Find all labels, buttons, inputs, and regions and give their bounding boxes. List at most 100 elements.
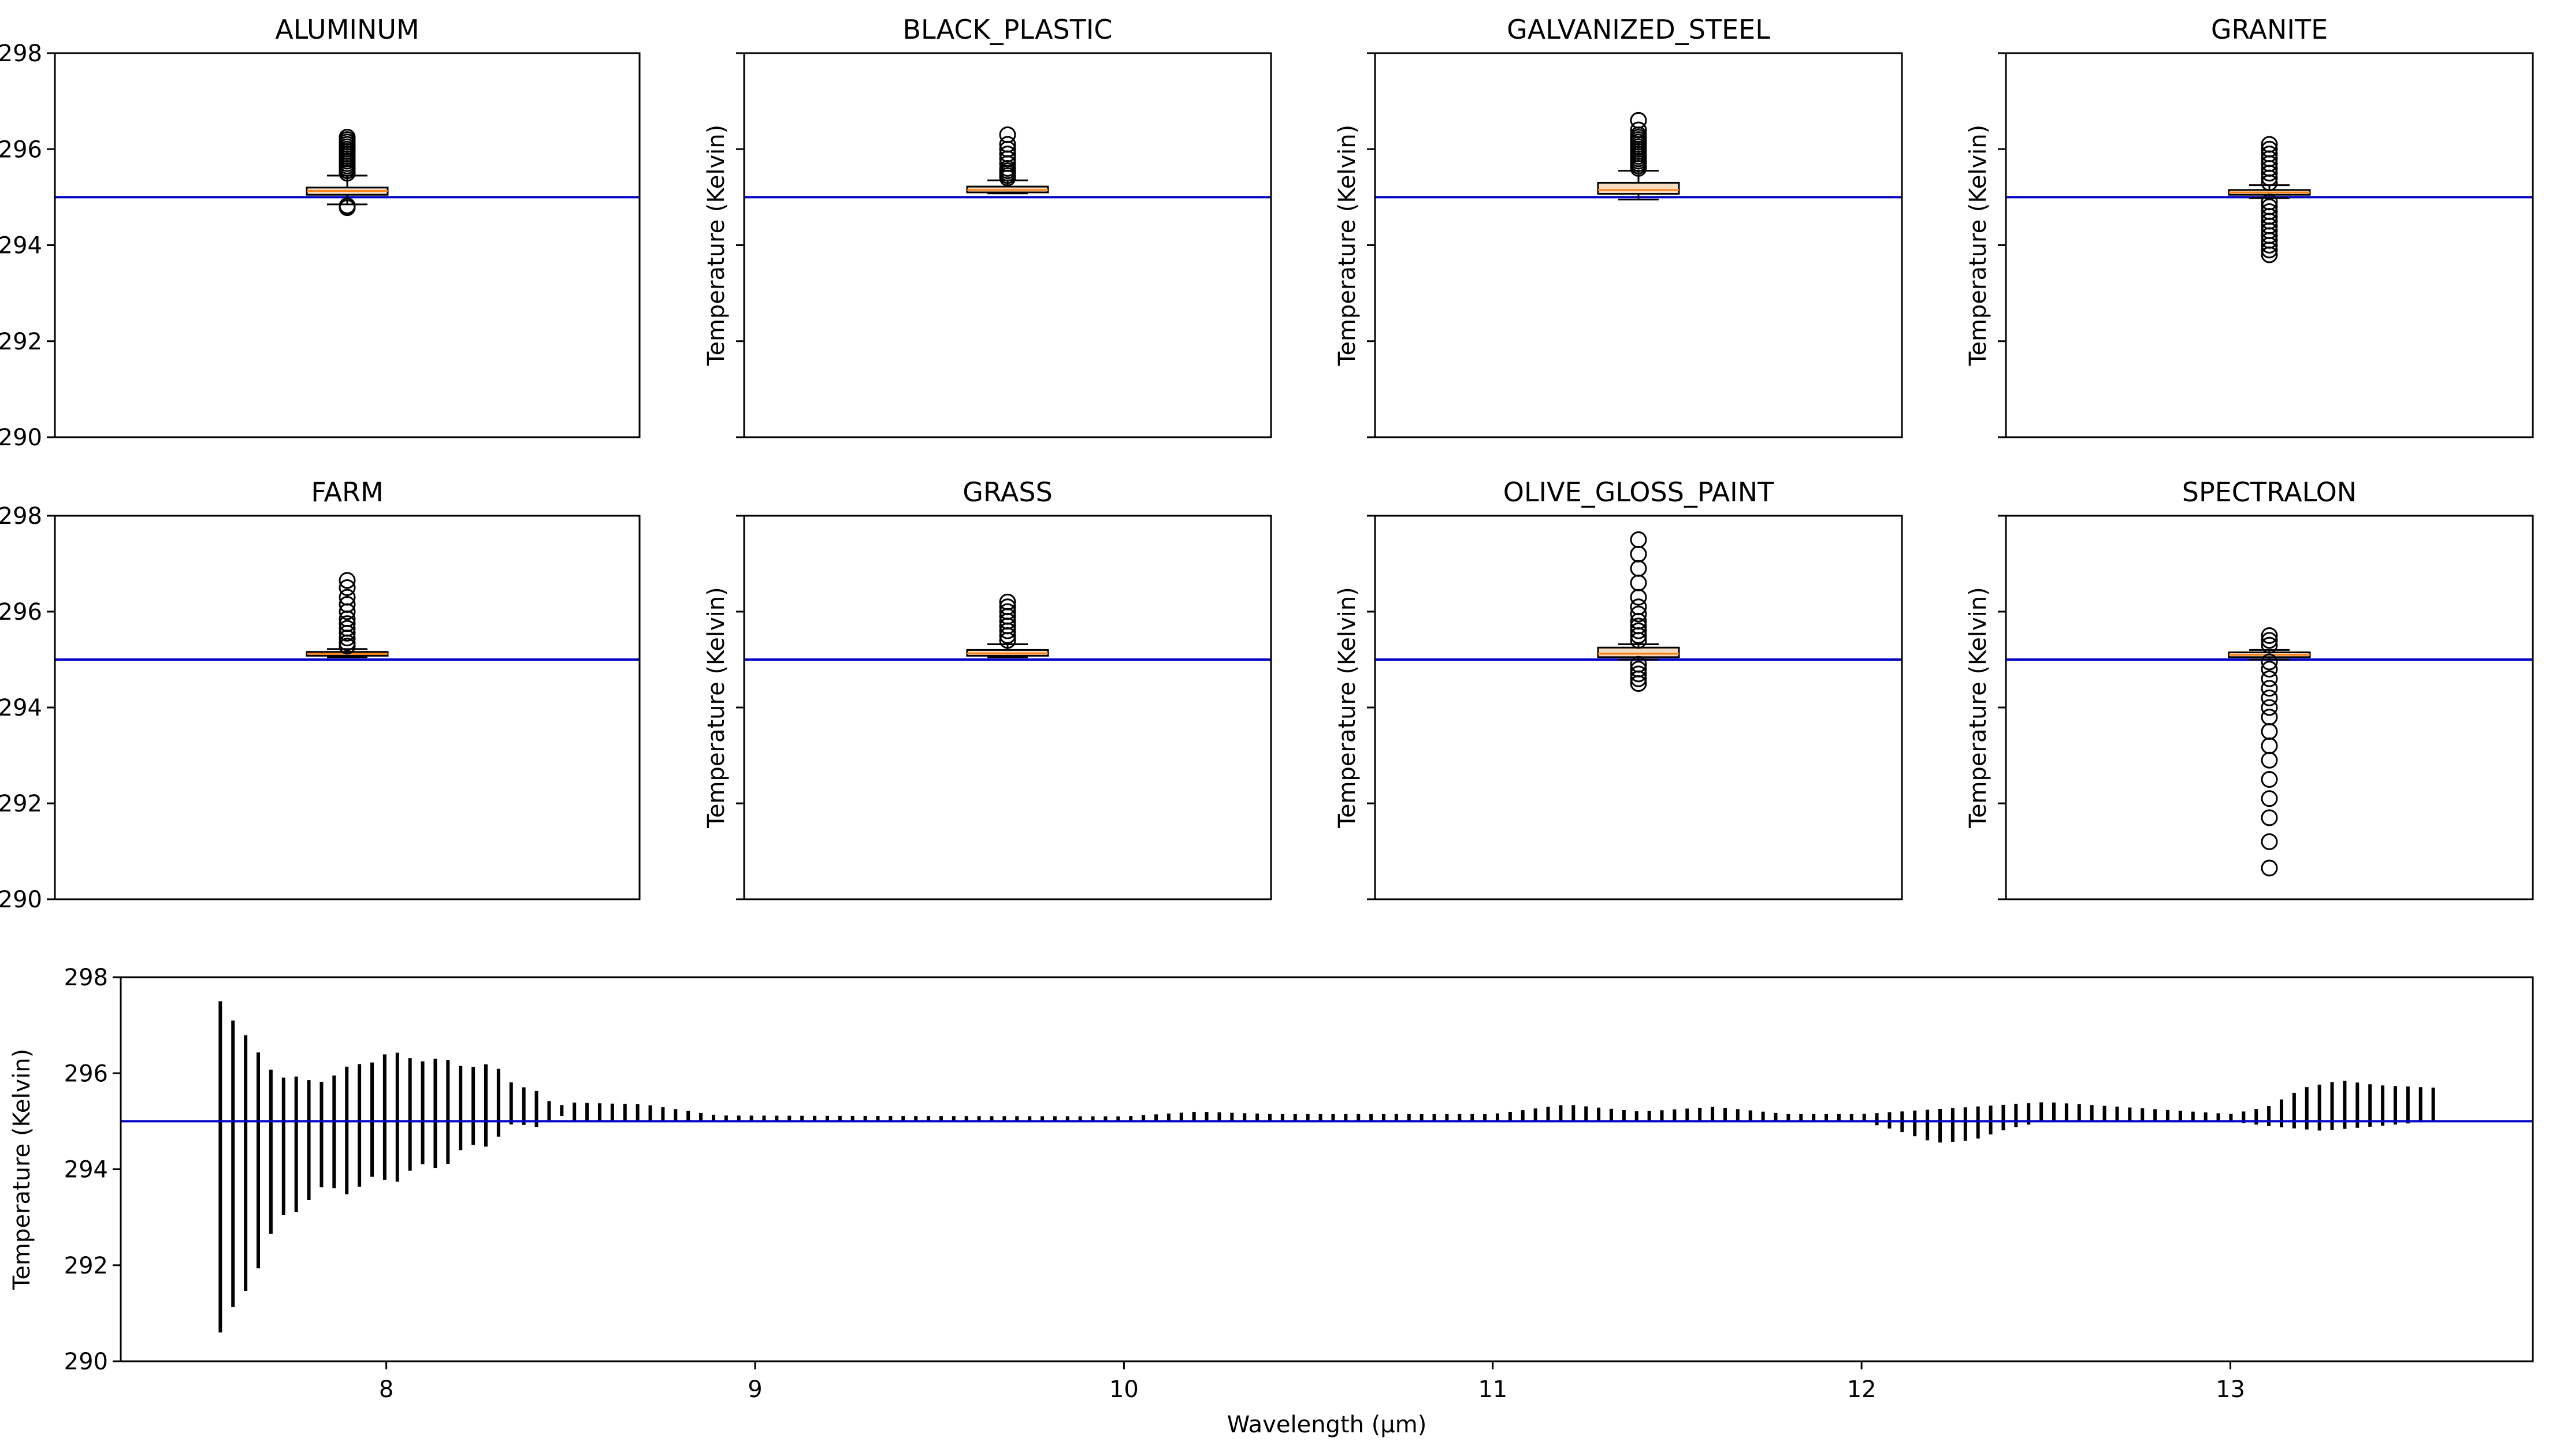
y-tick-label: 290 <box>0 887 42 913</box>
x-tick-label: 11 <box>1478 1376 1507 1403</box>
y-axis-label: Temperature (Kelvin) <box>9 1049 35 1290</box>
y-axis-label: Temperature (Kelvin) <box>1334 587 1361 828</box>
outlier-point <box>339 579 356 596</box>
panel-galvanized-steel: Temperature (Kelvin) GALVANIZED_STEEL <box>1334 14 1903 438</box>
panel-granite: Temperature (Kelvin) GRANITE <box>1965 14 2534 438</box>
panel-title: GRASS <box>963 476 1053 508</box>
outlier-point <box>1630 121 1647 139</box>
outlier-point <box>2261 636 2278 654</box>
panel-frame <box>1374 52 1903 438</box>
outlier-point <box>339 615 356 632</box>
panel-frame <box>743 52 1272 438</box>
outlier-point <box>2261 198 2278 215</box>
outlier-point <box>999 136 1016 153</box>
panel-wavelength: 290 292 294 296 298 8 9 10 11 12 13 Temperature (Ke… <box>9 965 2534 1438</box>
y-tick-label: 292 <box>64 1253 108 1279</box>
panel-frame <box>54 52 641 438</box>
panel-title: BLACK_PLASTIC <box>902 14 1112 45</box>
panel-frame <box>1374 515 1903 900</box>
outlier-point <box>999 603 1016 620</box>
outlier-point <box>1630 605 1647 623</box>
outlier-point <box>2261 689 2278 706</box>
outlier-point <box>2261 790 2278 807</box>
outlier-point <box>999 593 1016 610</box>
outlier-point <box>2261 699 2278 716</box>
panel-frame <box>2005 515 2534 900</box>
panel-farm: 290292294296298Temperature (Kelvin)FARM <box>0 476 641 913</box>
y-tick-label: 296 <box>0 136 42 163</box>
panel-frame <box>2005 52 2534 438</box>
panel-frame <box>743 515 1272 900</box>
panel-title: GRANITE <box>2211 14 2328 45</box>
panel-frame <box>120 976 2534 1362</box>
outlier-point <box>1630 111 1647 129</box>
y-tick-label: 294 <box>0 695 42 721</box>
outlier-point <box>339 596 356 613</box>
x-axis-label: Wavelength (μm) <box>1227 1412 1427 1438</box>
outlier-point <box>2261 680 2278 697</box>
y-tick-label: 294 <box>0 233 42 259</box>
outlier-point <box>2261 709 2278 726</box>
outlier-point <box>999 126 1016 143</box>
outlier-point <box>339 572 356 589</box>
y-tick-label: 296 <box>0 599 42 625</box>
box-iqr <box>1597 181 1680 195</box>
outlier-point <box>1630 622 1647 639</box>
y-axis-label: Temperature (Kelvin) <box>1965 125 1991 366</box>
outlier-point <box>2261 627 2278 644</box>
y-tick-label: 298 <box>0 40 42 67</box>
y-tick-label: 292 <box>0 791 42 817</box>
outlier-point <box>1630 665 1647 683</box>
outlier-point <box>339 128 356 146</box>
outlier-point <box>2261 146 2278 163</box>
outlier-point <box>2261 136 2278 153</box>
outlier-point <box>1630 531 1647 548</box>
panel-frame <box>54 515 641 900</box>
panel-title: OLIVE_GLOSS_PAINT <box>1503 476 1774 508</box>
x-tick-label: 10 <box>1109 1376 1139 1403</box>
outlier-point <box>1630 598 1647 616</box>
y-axis-label: Temperature (Kelvin) <box>1334 125 1361 366</box>
y-tick-label: 292 <box>0 329 42 355</box>
outlier-point <box>339 589 356 606</box>
box-iqr <box>1597 646 1680 658</box>
outlier-point <box>2261 653 2278 671</box>
x-tick-label: 8 <box>379 1376 393 1403</box>
y-axis-label: Temperature (Kelvin) <box>703 587 730 828</box>
x-tick-label: 12 <box>1847 1376 1877 1403</box>
outlier-point <box>2261 661 2278 678</box>
y-tick-label: 298 <box>0 503 42 530</box>
outlier-point <box>1630 617 1647 635</box>
panel-spectralon: Temperature (Kelvin) SPECTRALON <box>1965 476 2534 900</box>
outlier-point <box>2261 771 2278 788</box>
y-tick-label: 294 <box>64 1157 108 1183</box>
outlier-point <box>999 146 1016 163</box>
outlier-point <box>2261 203 2278 220</box>
panel-title: FARM <box>311 476 383 508</box>
outlier-point <box>1630 656 1647 673</box>
outlier-point <box>2261 809 2278 826</box>
y-tick-label: 290 <box>64 1349 108 1375</box>
outlier-point <box>2261 859 2278 877</box>
x-tick-label: 13 <box>2216 1376 2245 1403</box>
y-axis-label: Temperature (Kelvin) <box>1965 587 1991 828</box>
outlier-point <box>2261 670 2278 687</box>
panel-black-plastic: Temperature (Kelvin) BLACK_PLASTIC <box>703 14 1272 438</box>
panel-title: SPECTRALON <box>2182 476 2357 508</box>
y-tick-label: 296 <box>64 1060 108 1087</box>
outlier-point <box>999 598 1016 616</box>
panel-title: ALUMINUM <box>275 14 419 45</box>
y-axis-label: Temperature (Kelvin) <box>703 125 730 366</box>
panel-title: GALVANIZED_STEEL <box>1507 14 1770 45</box>
outlier-point <box>1630 661 1647 678</box>
panel-olive-gloss-paint: Temperature (Kelvin) OLIVE_GLOSS_PAINT <box>1334 476 1903 900</box>
y-tick-label: 298 <box>64 965 108 991</box>
panel-grass: Temperature (Kelvin) GRASS <box>703 476 1272 900</box>
y-tick-label: 290 <box>0 424 42 451</box>
outlier-point <box>339 620 356 637</box>
outlier-point <box>2261 140 2278 158</box>
outlier-point <box>2261 632 2278 649</box>
panels: 290 292 294 296 298 Temperature (Kelvin) ALUMI… <box>0 14 2534 1438</box>
